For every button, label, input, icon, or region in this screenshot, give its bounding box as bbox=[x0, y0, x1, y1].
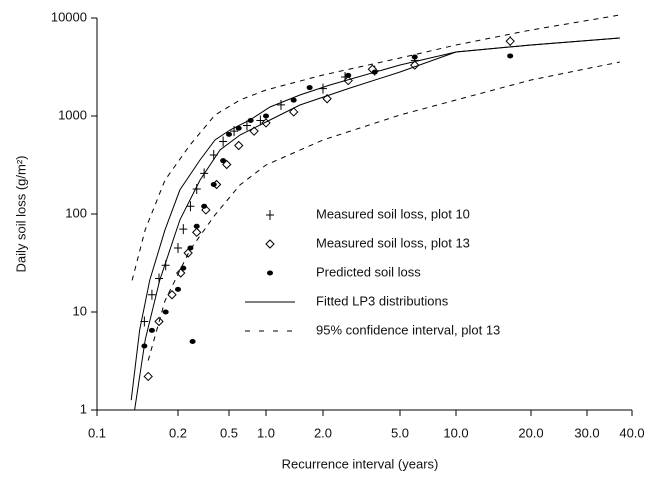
x-tick-label: 40.0 bbox=[619, 425, 644, 440]
dot-marker bbox=[411, 54, 418, 60]
y-axis-label: Daily soil loss (g/m²) bbox=[13, 155, 28, 272]
dot-marker bbox=[220, 158, 227, 164]
dot-marker bbox=[306, 85, 313, 91]
plus-marker bbox=[186, 201, 195, 212]
diamond-marker bbox=[183, 248, 193, 258]
y-tick-label: 10000 bbox=[51, 9, 87, 24]
x-tick-label: 5.0 bbox=[391, 425, 409, 440]
dot-marker bbox=[235, 125, 242, 131]
x-tick-label: 30.0 bbox=[574, 425, 599, 440]
plus-marker bbox=[147, 289, 156, 300]
legend-label: 95% confidence interval, plot 13 bbox=[316, 322, 500, 337]
dot-marker bbox=[162, 309, 169, 315]
diamond-marker bbox=[234, 140, 244, 151]
dot-marker bbox=[263, 113, 269, 119]
fitted-line bbox=[134, 37, 620, 411]
plus-marker bbox=[174, 242, 182, 253]
dot-marker bbox=[175, 286, 181, 292]
y-tick-label: 1000 bbox=[58, 107, 87, 122]
confidence-line bbox=[131, 14, 620, 281]
plus-marker bbox=[179, 224, 188, 235]
dot-marker bbox=[267, 270, 273, 276]
dot-marker bbox=[226, 131, 232, 137]
dot-marker bbox=[189, 339, 196, 345]
confidence-line bbox=[147, 61, 620, 361]
dot-marker bbox=[210, 181, 217, 187]
diamond-marker bbox=[265, 239, 275, 249]
dot-marker bbox=[345, 72, 352, 78]
x-tick-label: 1.0 bbox=[257, 425, 275, 440]
dot-marker bbox=[247, 117, 254, 123]
diamond-marker bbox=[505, 36, 515, 46]
legend-label: Predicted soil loss bbox=[316, 264, 421, 279]
x-tick-label: 20.0 bbox=[518, 425, 543, 440]
dot-marker bbox=[201, 203, 208, 209]
diamond-marker bbox=[288, 107, 299, 117]
plus-marker bbox=[256, 115, 265, 126]
y-tick-label: 100 bbox=[65, 205, 87, 220]
x-axis-label: Recurrence interval (years) bbox=[282, 456, 439, 471]
diamond-marker bbox=[222, 159, 232, 170]
dot-marker bbox=[507, 53, 514, 59]
plus-marker bbox=[242, 120, 251, 131]
legend-label: Measured soil loss, plot 13 bbox=[316, 235, 470, 250]
y-tick-label: 10 bbox=[73, 303, 87, 318]
y-tick-label: 1 bbox=[80, 401, 87, 416]
legend-label: Fitted LP3 distributions bbox=[316, 293, 449, 308]
dot-marker bbox=[148, 327, 155, 333]
dot-marker bbox=[290, 97, 297, 103]
dot-marker bbox=[193, 223, 200, 229]
x-tick-label: 10.0 bbox=[443, 425, 468, 440]
plus-marker bbox=[266, 210, 274, 220]
plus-marker bbox=[276, 99, 285, 110]
fitted-line bbox=[130, 37, 620, 401]
legend-label: Measured soil loss, plot 10 bbox=[316, 206, 470, 221]
diamond-marker bbox=[176, 268, 186, 278]
diamond-marker bbox=[167, 290, 177, 300]
plus-marker bbox=[219, 136, 228, 147]
x-tick-label: 0.2 bbox=[169, 425, 187, 440]
x-tick-label: 0.1 bbox=[88, 425, 106, 440]
diamond-marker bbox=[192, 227, 202, 238]
dot-marker bbox=[180, 265, 187, 271]
diamond-marker bbox=[143, 371, 153, 382]
x-tick-label: 2.0 bbox=[314, 425, 332, 440]
x-tick-label: 0.5 bbox=[220, 425, 238, 440]
diamond-marker bbox=[322, 94, 332, 104]
